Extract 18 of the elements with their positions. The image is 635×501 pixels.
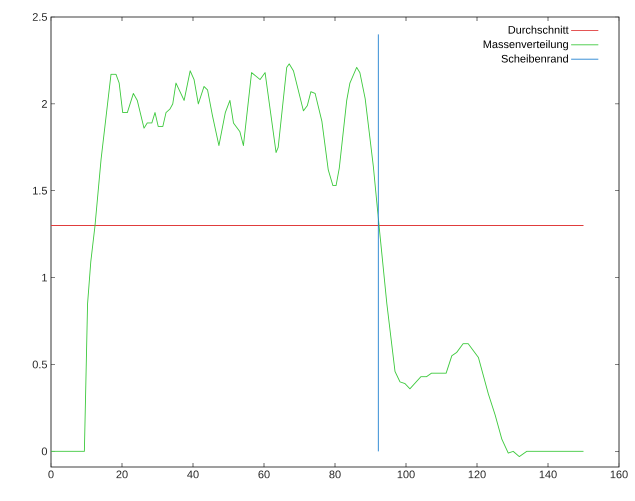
y-tick-label: 2.5	[32, 13, 48, 21]
y-tick-label: 0.5	[32, 360, 48, 368]
x-tick-label: 100	[398, 470, 415, 478]
x-tick-label: 40	[187, 470, 199, 478]
y-tick-label: 1.5	[33, 186, 48, 195]
y-tick-label: 0	[42, 447, 48, 456]
x-tick-label: 20	[116, 470, 128, 478]
x-tick-label: 0	[48, 470, 54, 478]
x-tick-label: 140	[540, 470, 557, 478]
legend-label: Durchschnitt	[508, 26, 569, 34]
y-tick-label: 2	[42, 100, 47, 108]
legend-label: Scheibenrand	[502, 54, 568, 63]
x-tick-label: 120	[468, 470, 486, 478]
x-tick-label: 60	[258, 470, 270, 478]
y-tick-label: 1	[42, 274, 47, 282]
x-tick-label: 80	[329, 470, 341, 478]
x-tick-label: 160	[610, 470, 628, 478]
legend-label: Massenverteilung	[484, 40, 568, 50]
